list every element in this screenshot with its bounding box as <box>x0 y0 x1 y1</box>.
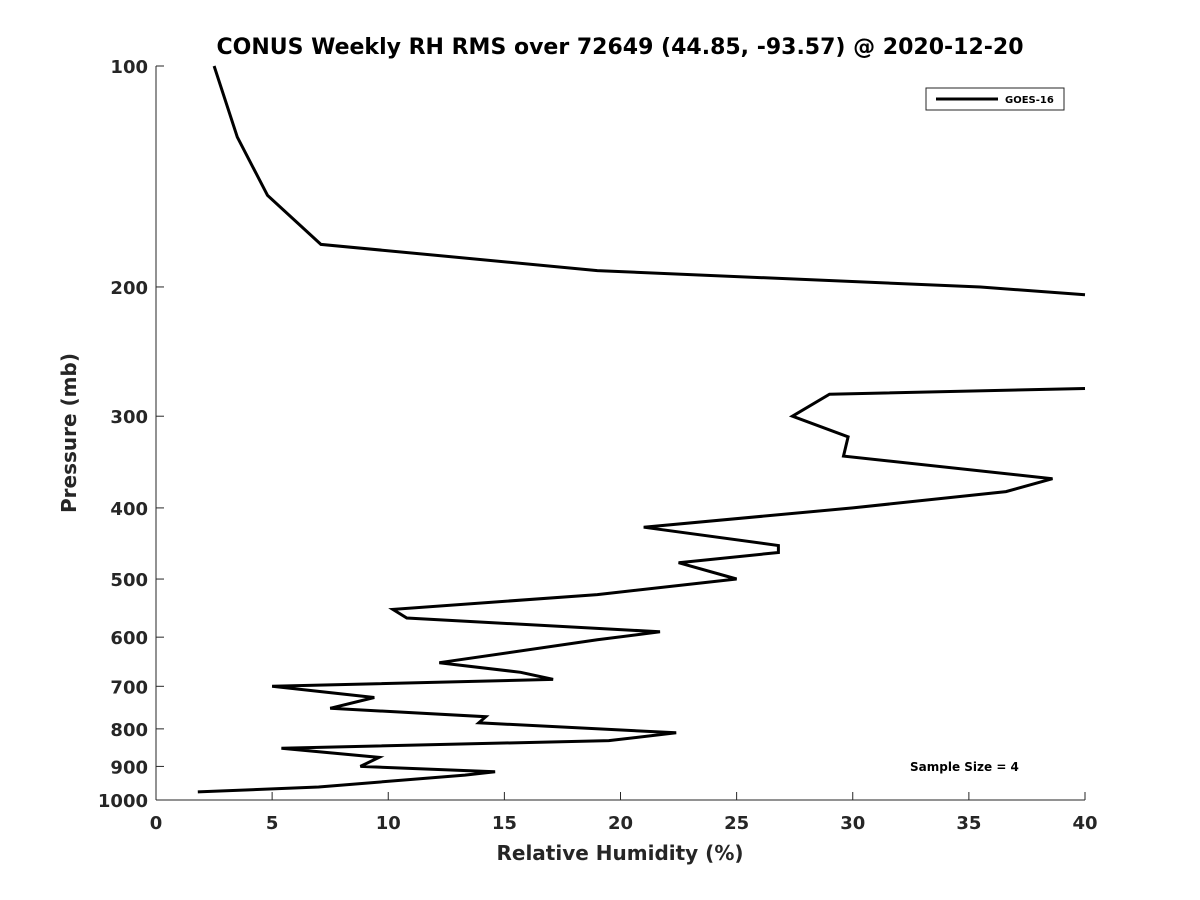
series-line-goes-16 <box>197 387 1086 794</box>
y-tick-label: 600 <box>110 628 148 649</box>
y-tick-label: 100 <box>110 57 148 78</box>
y-tick-label: 1000 <box>98 791 148 812</box>
series-layer <box>197 65 1086 794</box>
x-axis-label: Relative Humidity (%) <box>496 841 743 865</box>
y-tick-label: 200 <box>110 278 148 299</box>
sample-size-annotation: Sample Size = 4 <box>910 760 1019 774</box>
x-tick-label: 40 <box>1072 813 1097 834</box>
y-tick-label: 900 <box>110 757 148 778</box>
legend-label-goes-16: GOES-16 <box>1005 95 1054 106</box>
x-tick-label: 0 <box>150 813 163 834</box>
x-tick-label: 10 <box>376 813 401 834</box>
y-axis: 100 200 300 400 500 600 700 800 900 1000 <box>98 57 164 812</box>
series-line-goes-16 <box>212 65 1086 297</box>
x-tick-label: 35 <box>956 813 981 834</box>
x-tick-label: 25 <box>724 813 749 834</box>
y-tick-label: 400 <box>110 499 148 520</box>
y-axis-label: Pressure (mb) <box>57 353 81 513</box>
y-tick-label: 500 <box>110 570 148 591</box>
chart-title: CONUS Weekly RH RMS over 72649 (44.85, -… <box>216 35 1023 60</box>
y-tick-label: 300 <box>110 407 148 428</box>
legend: GOES-16 <box>925 87 1065 111</box>
x-tick-label: 5 <box>266 813 279 834</box>
y-tick-label: 700 <box>110 677 148 698</box>
x-tick-label: 20 <box>608 813 633 834</box>
x-axis: 0 5 10 15 20 25 30 35 40 <box>150 792 1098 834</box>
y-tick-label: 800 <box>110 720 148 741</box>
x-tick-label: 15 <box>492 813 517 834</box>
x-tick-label: 30 <box>840 813 865 834</box>
